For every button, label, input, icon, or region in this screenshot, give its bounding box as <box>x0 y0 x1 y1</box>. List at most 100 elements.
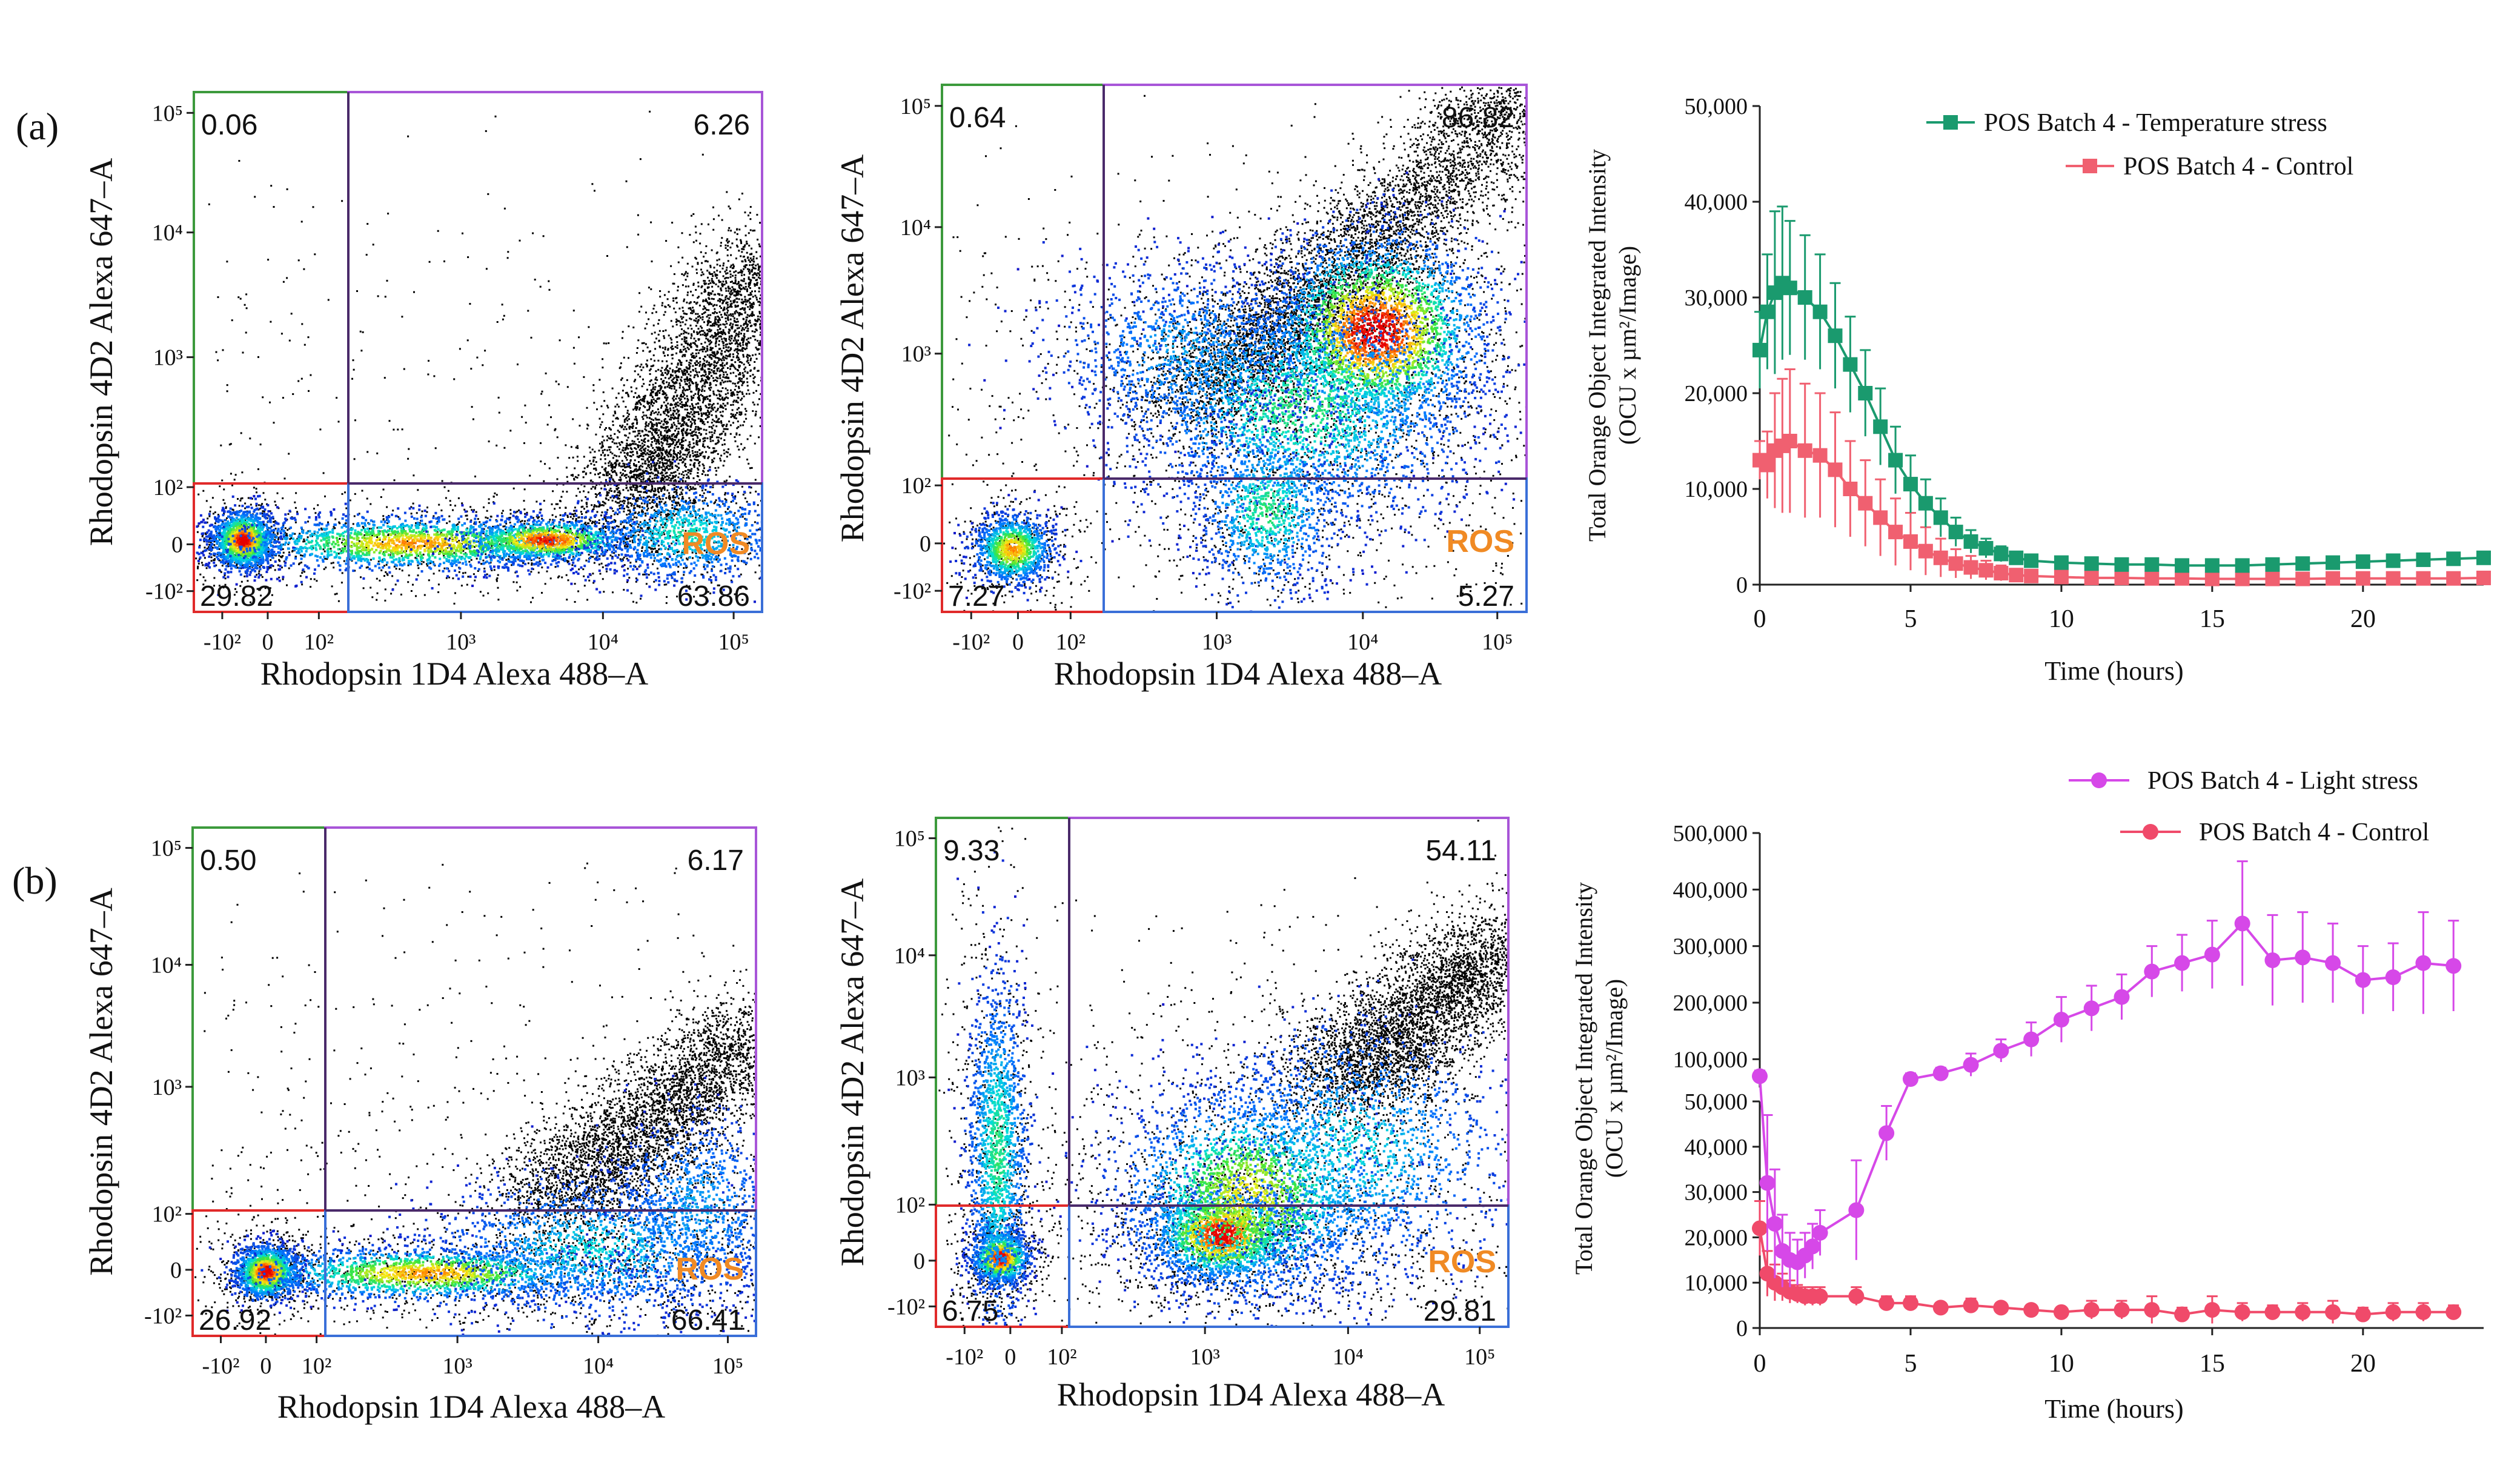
data-point <box>1963 1298 1979 1313</box>
quadrant-q4-value: 29.81 <box>1424 1295 1496 1327</box>
data-point <box>1949 556 1963 571</box>
x-tick-label: 0 <box>1004 1344 1016 1370</box>
data-point <box>1903 477 1918 491</box>
x-tick-label: 10 <box>2049 605 2074 633</box>
x-tick-label: 10⁵ <box>1464 1344 1495 1370</box>
x-tick-label: 10 <box>2049 1350 2074 1378</box>
y-tick-label: -10² <box>145 579 183 605</box>
data-point <box>2295 572 2310 586</box>
data-point <box>2325 1304 2341 1320</box>
panel-label-b: (b) <box>12 859 58 902</box>
x-axis-label: Rhodopsin 1D4 Alexa 488–A <box>260 656 649 692</box>
data-point <box>2386 554 2401 568</box>
data-point <box>2355 972 2371 988</box>
data-point <box>2265 557 2280 572</box>
data-point <box>1812 1225 1828 1241</box>
data-point <box>2446 571 2461 586</box>
data-point <box>1848 1289 1864 1304</box>
data-point <box>2295 1304 2310 1320</box>
y-tick-label: 10⁴ <box>152 221 183 246</box>
x-tick-label: 10³ <box>442 1353 472 1379</box>
data-point <box>2356 571 2370 586</box>
data-point <box>2416 553 2430 567</box>
y-tick-label: 20,000 <box>1685 381 1748 407</box>
data-point <box>2476 571 2491 585</box>
data-point <box>2476 551 2491 565</box>
data-point <box>1752 1220 1768 1236</box>
y-tick-label: 500,000 <box>1673 821 1748 846</box>
data-point <box>1878 1295 1894 1311</box>
data-point <box>2415 955 2431 971</box>
data-point <box>2174 955 2190 971</box>
x-tick-label: -10² <box>202 1353 239 1379</box>
data-point <box>2024 569 2038 583</box>
y-tick-label: 10³ <box>895 1065 925 1091</box>
ros-gate-label: ROS <box>681 526 750 562</box>
data-point <box>2084 1302 2100 1318</box>
y-axis-label-line2: (OCU x µm²/Image) <box>1600 979 1628 1178</box>
x-axis-label: Rhodopsin 1D4 Alexa 488–A <box>1057 1376 1445 1413</box>
x-tick-label: 10⁴ <box>1333 1344 1364 1370</box>
quadrant-q4-value: 66.41 <box>671 1304 744 1336</box>
y-tick-label: 0 <box>920 531 931 557</box>
data-point <box>1933 1300 1949 1315</box>
legend-marker <box>1943 115 1958 130</box>
data-point <box>2235 1304 2250 1320</box>
x-tick-label: 0 <box>260 1353 271 1379</box>
y-tick-label: 0 <box>913 1249 925 1274</box>
legend-label: POS Batch 4 - Control <box>2123 153 2353 181</box>
quadrant-q2-value: 86.82 <box>1442 102 1514 134</box>
data-point <box>2144 557 2159 572</box>
data-point <box>1858 496 1872 511</box>
data-point <box>1805 1238 1820 1254</box>
quadrant-q3-value: 29.82 <box>200 580 273 613</box>
data-point <box>2054 1012 2069 1027</box>
data-point <box>1903 534 1918 549</box>
x-tick-label: 5 <box>1904 1350 1917 1378</box>
panel-label-a: (a) <box>16 105 59 148</box>
quadrant-q2-value: 54.11 <box>1425 835 1496 867</box>
data-point <box>2084 556 2099 571</box>
data-point <box>2295 949 2310 965</box>
data-point <box>1888 453 1903 468</box>
y-tick-label: 400,000 <box>1673 877 1748 903</box>
data-point <box>1873 419 1888 434</box>
data-point <box>1767 1216 1783 1232</box>
x-tick-label: 10³ <box>446 629 476 655</box>
data-point <box>2415 1304 2431 1320</box>
series-control <box>1752 370 2491 586</box>
y-axis-label-line1: Total Orange Object Integrated Intensity <box>1570 882 1597 1275</box>
series-light-stress <box>1752 861 2461 1287</box>
y-axis-label-line2: (OCU x µm²/Image) <box>1614 246 1641 445</box>
data-point <box>2205 558 2220 573</box>
y-axis-label: Rhodopsin 4D2 Alexa 647–A <box>83 888 119 1276</box>
y-tick-label: 30,000 <box>1685 1180 1748 1206</box>
y-axis-label: Rhodopsin 4D2 Alexa 647–A <box>83 158 119 546</box>
quadrant-q3-value: 7.27 <box>948 580 1004 613</box>
ros-gate-label: ROS <box>1428 1244 1496 1280</box>
x-axis-label: Time (hours) <box>2044 1394 2183 1424</box>
data-point <box>1813 448 1828 463</box>
data-point <box>2115 557 2129 572</box>
data-point <box>1843 357 1857 372</box>
data-point <box>2445 1304 2461 1320</box>
x-tick-label: 0 <box>1754 1350 1766 1378</box>
data-point <box>2115 571 2129 585</box>
quadrant-q4-value: 63.86 <box>677 580 750 613</box>
gate-q1 <box>194 92 348 483</box>
x-axis-label: Rhodopsin 1D4 Alexa 488–A <box>1054 656 1442 692</box>
data-point <box>2205 572 2220 586</box>
x-tick-label: 10⁴ <box>1347 629 1378 655</box>
data-point <box>2235 915 2250 931</box>
data-point <box>1964 560 1978 575</box>
y-tick-label: 10⁵ <box>151 836 182 861</box>
data-point <box>1858 386 1872 400</box>
data-point <box>1828 462 1842 477</box>
data-point <box>2114 989 2130 1005</box>
data-point <box>1783 434 1797 448</box>
data-point <box>1934 551 1948 565</box>
